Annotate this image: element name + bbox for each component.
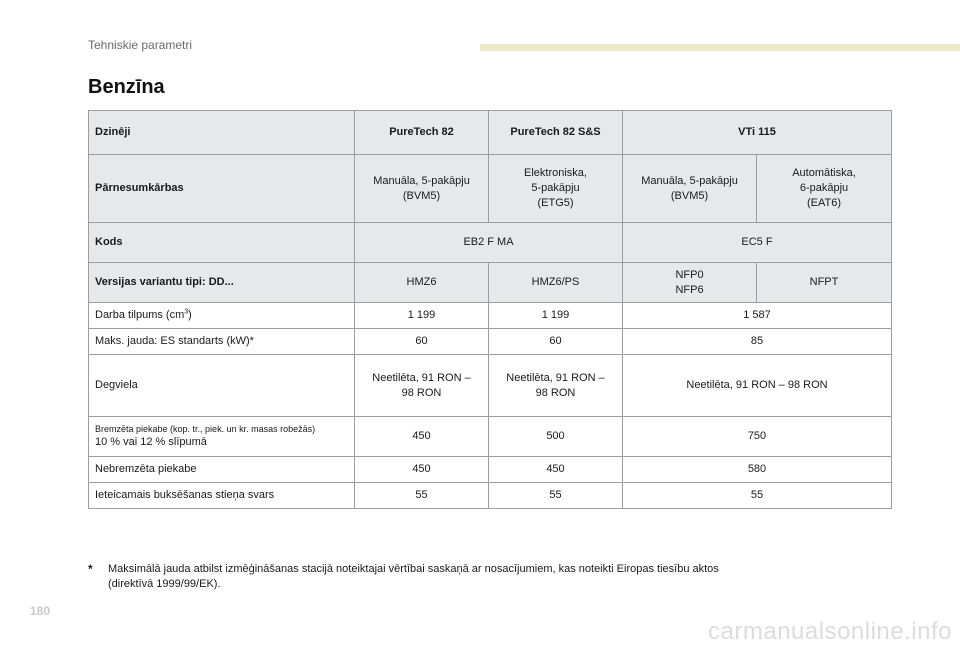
watermark: carmanualsonline.info	[708, 618, 952, 645]
gearbox-line: (BVM5)	[402, 189, 441, 202]
table-row-variants: Versijas variantu tipi: DD... HMZ6 HMZ6/…	[88, 262, 892, 303]
braked-trailer-label-text: 10 % vai 12 % slīpumā	[95, 436, 207, 448]
table-row-fuel: Degviela Neetilēta, 91 RON – 98 RON Neet…	[88, 354, 892, 417]
towbar-cell: 55	[622, 482, 892, 509]
braked-trailer-label: Bremzēta piekabe (kop. tr., piek. un kr.…	[88, 416, 355, 457]
table-row-towbar: Ieteicamais buksēšanas stieņa svars 55 5…	[88, 482, 892, 509]
braked-trailer-cell: 500	[488, 416, 623, 457]
power-cell: 85	[622, 328, 892, 355]
table-row-unbraked-trailer: Nebremzēta piekabe 450 450 580	[88, 456, 892, 483]
towbar-cell: 55	[354, 482, 489, 509]
gearbox-line: (BVM5)	[670, 189, 709, 202]
gearbox-line: (EAT6)	[806, 197, 842, 209]
fuel-cell: Neetilēta, 91 RON – 98 RON	[354, 354, 489, 417]
code-cell: EB2 F MA	[354, 222, 623, 263]
unbraked-trailer-cell: 450	[354, 456, 489, 483]
variant-line: NFP0	[675, 268, 704, 281]
gearbox-line: Manuāla, 5-pakāpju	[373, 174, 470, 187]
table-row-engines: Dzinēji PureTech 82 PureTech 82 S&S VTi …	[88, 110, 892, 155]
gearbox-cell: Manuāla, 5-pakāpju (BVM5)	[354, 154, 489, 223]
gearbox-line: Elektroniska,	[524, 167, 587, 179]
variant-cell: HMZ6	[354, 262, 489, 303]
table-row-gearbox: Pārnesumkārbas Manuāla, 5-pakāpju (BVM5)…	[88, 154, 892, 223]
variant-line: NFP6	[675, 283, 704, 296]
fuel-line: Neetilēta, 91 RON –	[506, 371, 605, 384]
gearbox-cell: Automātiska, 6-pakāpju (EAT6)	[756, 154, 892, 223]
footnote: Maksimālā jauda atbilst izmēģināšanas st…	[108, 562, 828, 592]
page-title: Benzīna	[88, 76, 165, 98]
towbar-label: Ieteicamais buksēšanas stieņa svars	[88, 482, 355, 509]
unbraked-trailer-cell: 580	[622, 456, 892, 483]
displacement-cell: 1 199	[354, 302, 489, 329]
variant-cell: HMZ6/PS	[488, 262, 623, 303]
variant-cell: NFPT	[756, 262, 892, 303]
displacement-label-end: )	[188, 309, 192, 321]
braked-trailer-label-small: Bremzēta piekabe (kop. tr., piek. un kr.…	[95, 424, 316, 434]
engine-cell: PureTech 82	[354, 110, 489, 155]
displacement-unit-sup: 3	[184, 308, 189, 316]
displacement-cell: 1 587	[622, 302, 892, 329]
power-label: Maks. jauda: ES standarts (kW)*	[88, 328, 355, 355]
specs-table: Dzinēji PureTech 82 PureTech 82 S&S VTi …	[88, 110, 892, 509]
gearbox-label: Pārnesumkārbas	[88, 154, 355, 223]
footnote-line: (direktīvā 1999/99/EK).	[108, 578, 221, 590]
fuel-label: Degviela	[88, 354, 355, 417]
displacement-label-text: Darba tilpums (cm	[95, 309, 185, 321]
gearbox-line: 5-pakāpju	[531, 182, 580, 194]
gearbox-line: 6-pakāpju	[799, 182, 849, 194]
gearbox-line: Manuāla, 5-pakāpju	[641, 174, 738, 187]
fuel-cell: Neetilēta, 91 RON – 98 RON	[622, 354, 892, 417]
code-cell: EC5 F	[622, 222, 892, 263]
section-header: Tehniskie parametri	[88, 38, 193, 52]
engine-cell: VTi 115	[622, 110, 892, 155]
table-row-displacement: Darba tilpums (cm3) 1 199 1 199 1 587	[88, 302, 892, 329]
footnote-line: Maksimālā jauda atbilst izmēģināšanas st…	[108, 563, 719, 575]
gearbox-line: Automātiska,	[792, 167, 856, 179]
table-row-braked-trailer: Bremzēta piekabe (kop. tr., piek. un kr.…	[88, 416, 892, 457]
fuel-line: 98 RON	[401, 386, 442, 399]
footnote-mark: *	[88, 562, 93, 576]
engine-cell: PureTech 82 S&S	[488, 110, 623, 155]
power-cell: 60	[354, 328, 489, 355]
variants-label: Versijas variantu tipi: DD...	[88, 262, 355, 303]
braked-trailer-cell: 450	[354, 416, 489, 457]
gearbox-cell: Elektroniska, 5-pakāpju (ETG5)	[488, 154, 623, 223]
power-cell: 60	[488, 328, 623, 355]
gearbox-line: (ETG5)	[537, 197, 574, 209]
table-row-codes: Kods EB2 F MA EC5 F	[88, 222, 892, 263]
engines-label: Dzinēji	[88, 110, 355, 155]
page-number: 180	[30, 604, 51, 618]
unbraked-trailer-label: Nebremzēta piekabe	[88, 456, 355, 483]
gearbox-cell: Manuāla, 5-pakāpju (BVM5)	[622, 154, 757, 223]
variant-cell: NFP0 NFP6	[622, 262, 757, 303]
codes-label: Kods	[88, 222, 355, 263]
braked-trailer-cell: 750	[622, 416, 892, 457]
displacement-cell: 1 199	[488, 302, 623, 329]
fuel-line: 98 RON	[535, 386, 576, 399]
fuel-line: Neetilēta, 91 RON –	[372, 371, 471, 384]
fuel-cell: Neetilēta, 91 RON – 98 RON	[488, 354, 623, 417]
table-row-power: Maks. jauda: ES standarts (kW)* 60 60 85	[88, 328, 892, 355]
header-bar	[480, 44, 960, 51]
displacement-label: Darba tilpums (cm3)	[88, 302, 355, 329]
unbraked-trailer-cell: 450	[488, 456, 623, 483]
towbar-cell: 55	[488, 482, 623, 509]
